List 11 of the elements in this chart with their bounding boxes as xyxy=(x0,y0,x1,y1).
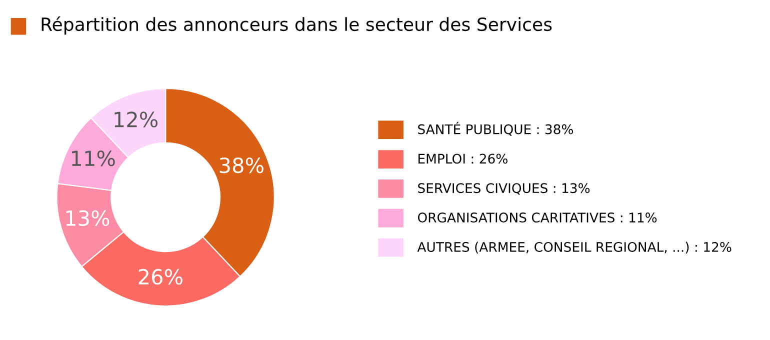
data-label: 11% xyxy=(72,150,115,166)
legend-label: AUTRES (ARMEE, CONSEIL REGIONAL, ...) : 12% xyxy=(417,242,732,254)
data-label: 26% xyxy=(138,268,182,285)
legend-label: SANTÉ PUBLIQUE : 38% xyxy=(418,122,574,136)
chart-title: Répartition des annonceurs dans le secteur des Services xyxy=(42,16,552,35)
legend-label: SERVICES CIVIQUES : 13% xyxy=(418,183,590,195)
legend-label: EMPLOI : 26% xyxy=(418,154,508,164)
data-label: 38% xyxy=(220,157,264,174)
data-label: 13% xyxy=(66,210,110,226)
legend-label: ORGANISATIONS CARITATIVES : 11% xyxy=(418,212,657,223)
data-label: 12% xyxy=(114,112,158,128)
